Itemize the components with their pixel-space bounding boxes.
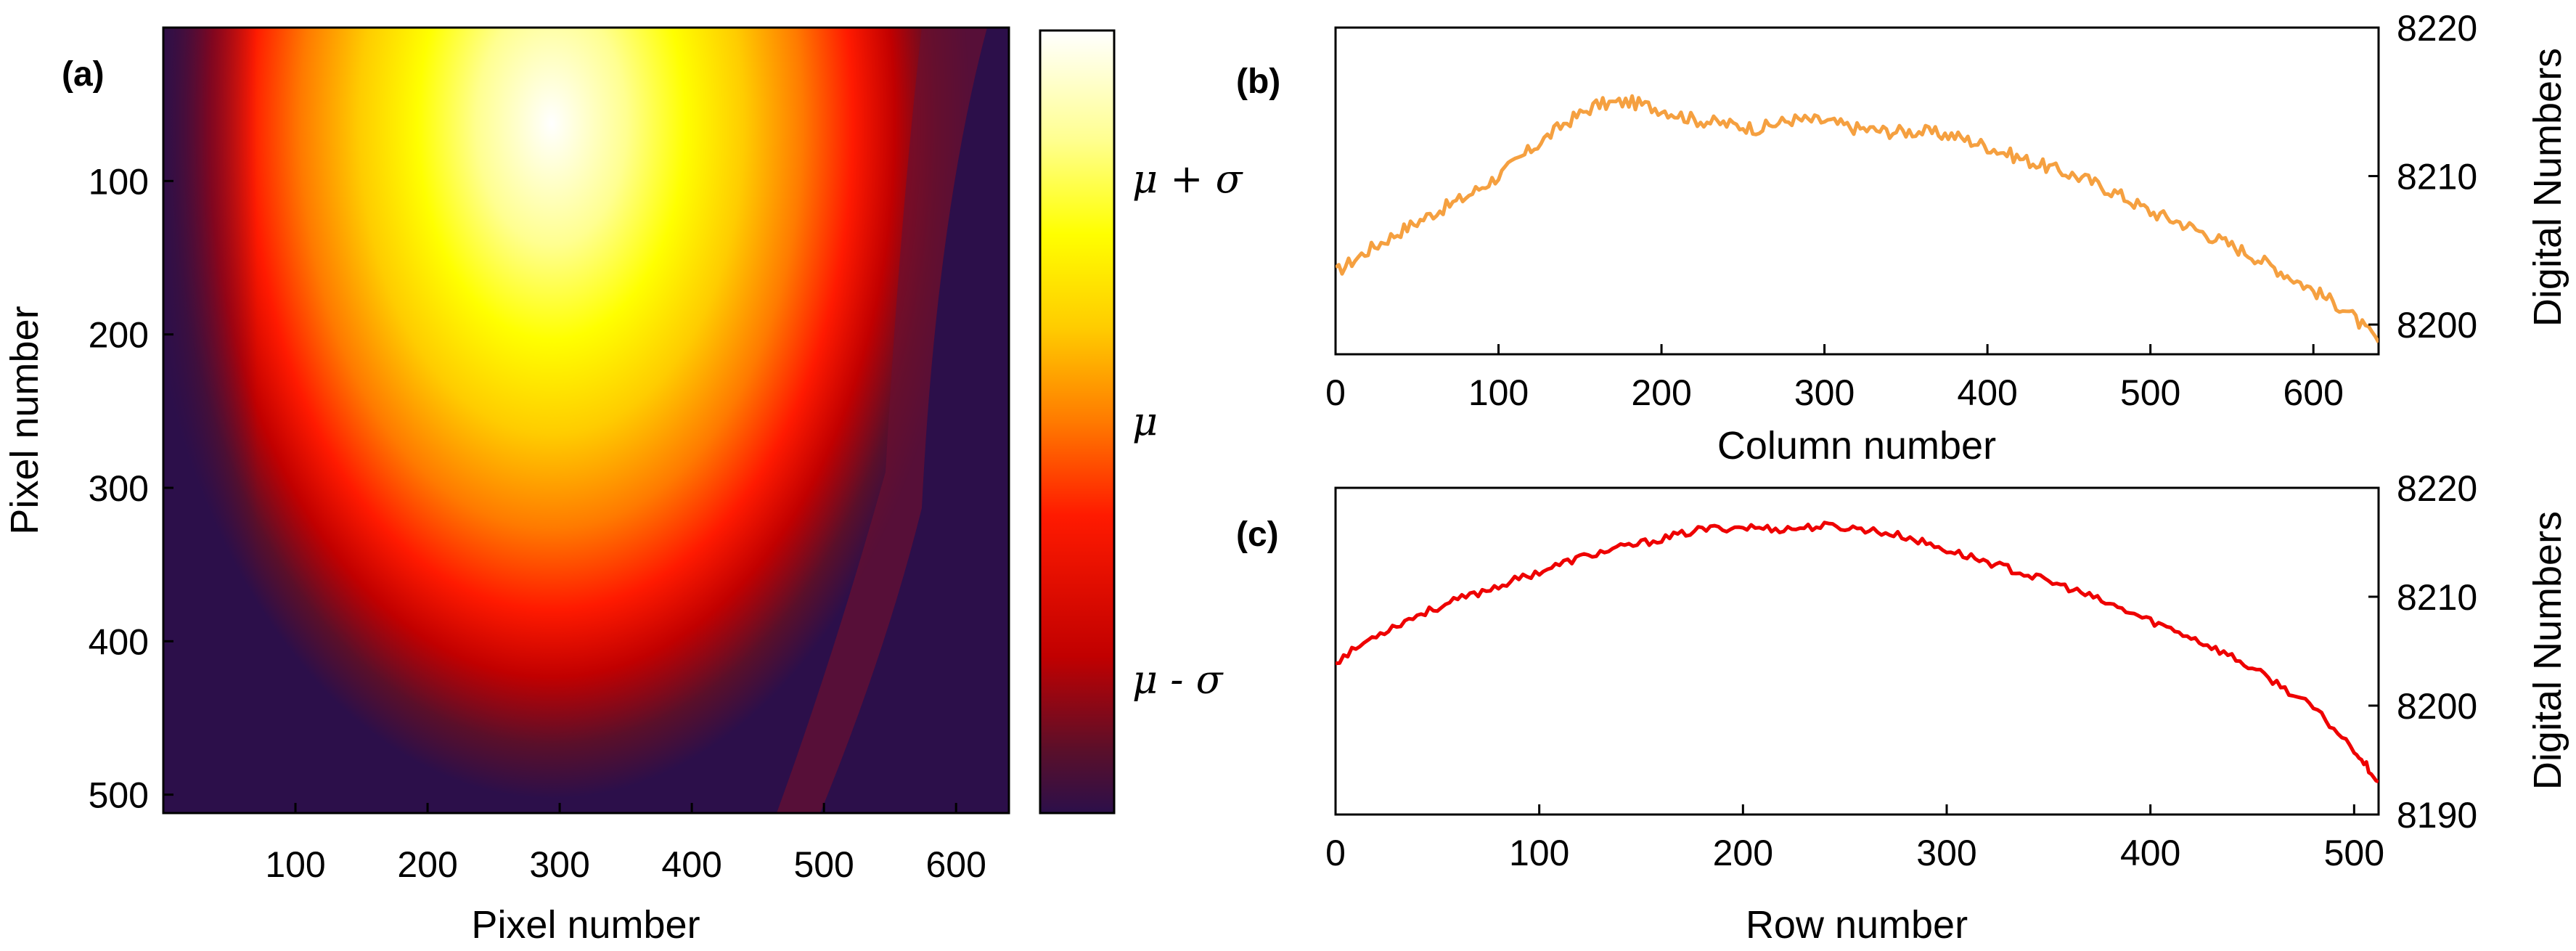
- c-y-tick-label: 8220: [2397, 468, 2477, 509]
- b-x-tick-label: 400: [1957, 372, 2017, 413]
- panel-a-heatmap: 100 200 300 400 500 600 100 200 300 400 500 Pixel…: [3, 26, 1010, 947]
- a-x-ticks: 100 200 300 400 500 600: [265, 803, 986, 885]
- b-axes-frame: [1334, 26, 2380, 356]
- b-x-tick-label: 500: [2120, 372, 2180, 413]
- a-x-tick-label: 300: [529, 844, 589, 885]
- a-y-tick-label: 100: [89, 161, 149, 202]
- a-y-tick-label: 300: [89, 468, 149, 509]
- a-x-tick-label: 500: [793, 844, 854, 885]
- heatmap-right-dark-region: [820, 28, 1009, 813]
- c-y-tick-label: 8190: [2397, 795, 2477, 836]
- panel-label-b: (b): [1236, 62, 1280, 101]
- c-x-tick-label: 300: [1916, 833, 1976, 873]
- heatmap-right-shade: [777, 28, 1009, 813]
- a-x-tick-label: 400: [661, 844, 721, 885]
- panel-b-line-chart: 0 100 200 300 400 500 600 8200 8210 8220 Column …: [1236, 8, 2569, 468]
- c-x-axis-label: Row number: [1746, 903, 1968, 947]
- b-x-tick-label: 0: [1325, 372, 1346, 413]
- panel-c-line-chart: 0 100 200 300 400 500 8190 8200 8210 8220 Row nu…: [1236, 468, 2569, 947]
- b-x-tick-label: 300: [1794, 372, 1855, 413]
- b-y-tick-label: 8200: [2397, 305, 2477, 346]
- c-x-ticks: 0 100 200 300 400 500: [1325, 804, 2384, 873]
- a-x-tick-label: 100: [265, 844, 325, 885]
- a-x-tick-label: 200: [397, 844, 457, 885]
- colorbar-label: μ + σ: [1132, 156, 1244, 202]
- c-axes-frame: [1334, 486, 2380, 816]
- panel-label-c: (c): [1236, 515, 1279, 554]
- b-x-ticks: 0 100 200 300 400 500 600: [1325, 344, 2344, 413]
- panel-label-a: (a): [62, 55, 105, 94]
- a-y-tick-label: 400: [89, 621, 149, 662]
- a-y-tick-label: 200: [89, 315, 149, 356]
- c-x-tick-label: 200: [1713, 833, 1773, 873]
- b-x-axis-label: Column number: [1717, 424, 1996, 468]
- c-series-line: [1336, 521, 2379, 784]
- b-y-tick-label: 8220: [2397, 8, 2477, 49]
- colorbar-label: μ - σ: [1132, 657, 1224, 703]
- b-series-line: [1336, 94, 2379, 343]
- colorbar-labels: μ + σ μ μ - σ: [1132, 156, 1244, 703]
- a-y-tick-label: 500: [89, 775, 149, 816]
- b-y-tick-label: 8210: [2397, 157, 2477, 197]
- a-y-axis-label: Pixel number: [3, 306, 46, 534]
- colorbar-label: μ: [1132, 399, 1158, 444]
- a-x-tick-label: 600: [925, 844, 986, 885]
- b-x-tick-label: 100: [1468, 372, 1529, 413]
- c-y-tick-label: 8210: [2397, 577, 2477, 618]
- c-y-axis-label: Digital Numbers: [2526, 511, 2569, 790]
- a-x-axis-label: Pixel number: [471, 903, 700, 947]
- b-x-tick-label: 200: [1631, 372, 1691, 413]
- colorbar: μ + σ μ μ - σ: [1039, 29, 1244, 815]
- heatmap-frame: [162, 26, 1010, 815]
- c-x-tick-label: 400: [2120, 833, 2180, 873]
- colorbar-bar: [1039, 29, 1116, 815]
- c-x-tick-label: 0: [1325, 833, 1346, 873]
- heatmap-left-shade: [163, 28, 258, 813]
- c-y-tick-label: 8200: [2397, 686, 2477, 727]
- b-y-axis-label: Digital Numbers: [2526, 48, 2569, 327]
- c-y-ticks: 8190 8200 8210 8220: [2368, 468, 2477, 836]
- a-y-ticks: 100 200 300 400 500: [89, 161, 173, 816]
- c-x-tick-label: 100: [1509, 833, 1569, 873]
- c-x-tick-label: 500: [2324, 833, 2384, 873]
- b-x-tick-label: 600: [2283, 372, 2343, 413]
- b-y-ticks: 8200 8210 8220: [2368, 8, 2477, 346]
